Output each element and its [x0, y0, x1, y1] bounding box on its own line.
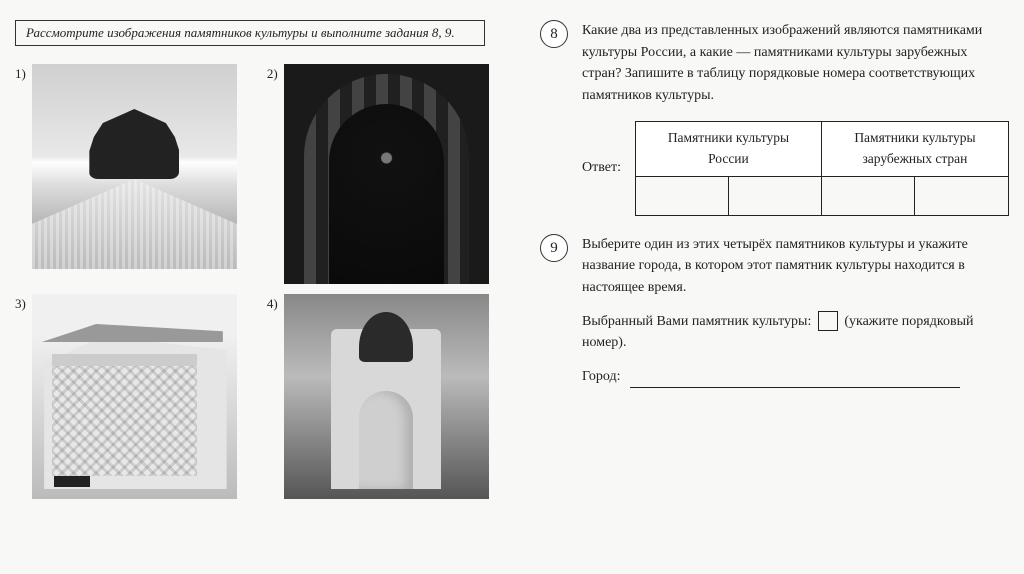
image-cell-2: 2): [267, 64, 489, 284]
task-9-text: Выберите один из этих четырёх памятников…: [582, 234, 1009, 299]
monument-image-2: [284, 64, 489, 284]
task-9: 9 Выберите один из этих четырёх памятник…: [540, 234, 1009, 400]
answer-row: Ответ: Памятники культуры России Памятни…: [582, 121, 1009, 216]
left-column: Рассмотрите изображения памятников культ…: [15, 20, 515, 554]
image-cell-4: 4): [267, 294, 489, 499]
image-number: 3): [15, 296, 26, 312]
task-number-9: 9: [540, 234, 568, 262]
task-number-8: 8: [540, 20, 568, 48]
table-header-russia: Памятники культуры России: [635, 121, 821, 176]
selected-number-box[interactable]: [818, 311, 838, 331]
image-number: 1): [15, 66, 26, 82]
table-cell[interactable]: [728, 176, 821, 215]
task-8-body: Какие два из представленных изображений …: [582, 20, 1009, 216]
task-8: 8 Какие два из представленных изображени…: [540, 20, 1009, 216]
image-number: 2): [267, 66, 278, 82]
image-cell-1: 1): [15, 64, 237, 284]
table-cell[interactable]: [821, 176, 915, 215]
table-header-foreign: Памятники культуры зарубежных стран: [821, 121, 1008, 176]
city-input-line[interactable]: [630, 371, 960, 388]
task-9-body: Выберите один из этих четырёх памятников…: [582, 234, 1009, 400]
monument-image-3: [32, 294, 237, 499]
monument-image-4: [284, 294, 489, 499]
image-cell-3: 3): [15, 294, 237, 499]
table-cell[interactable]: [915, 176, 1009, 215]
city-row: Город:: [582, 366, 1009, 388]
selected-monument-row: Выбранный Вами памятник культуры: (укажи…: [582, 311, 1009, 354]
instruction-box: Рассмотрите изображения памятников культ…: [15, 20, 485, 46]
image-number: 4): [267, 296, 278, 312]
monument-image-1: [32, 64, 237, 269]
image-grid: 1) 2) 3) 4): [15, 64, 515, 499]
selected-label-before: Выбранный Вами памятник культуры:: [582, 314, 811, 329]
answer-table: Памятники культуры России Памятники куль…: [635, 121, 1009, 216]
table-cell[interactable]: [635, 176, 728, 215]
right-column: 8 Какие два из представленных изображени…: [515, 20, 1009, 554]
answer-label: Ответ:: [582, 157, 621, 179]
city-label: Город:: [582, 369, 620, 384]
task-8-text: Какие два из представленных изображений …: [582, 20, 1009, 107]
